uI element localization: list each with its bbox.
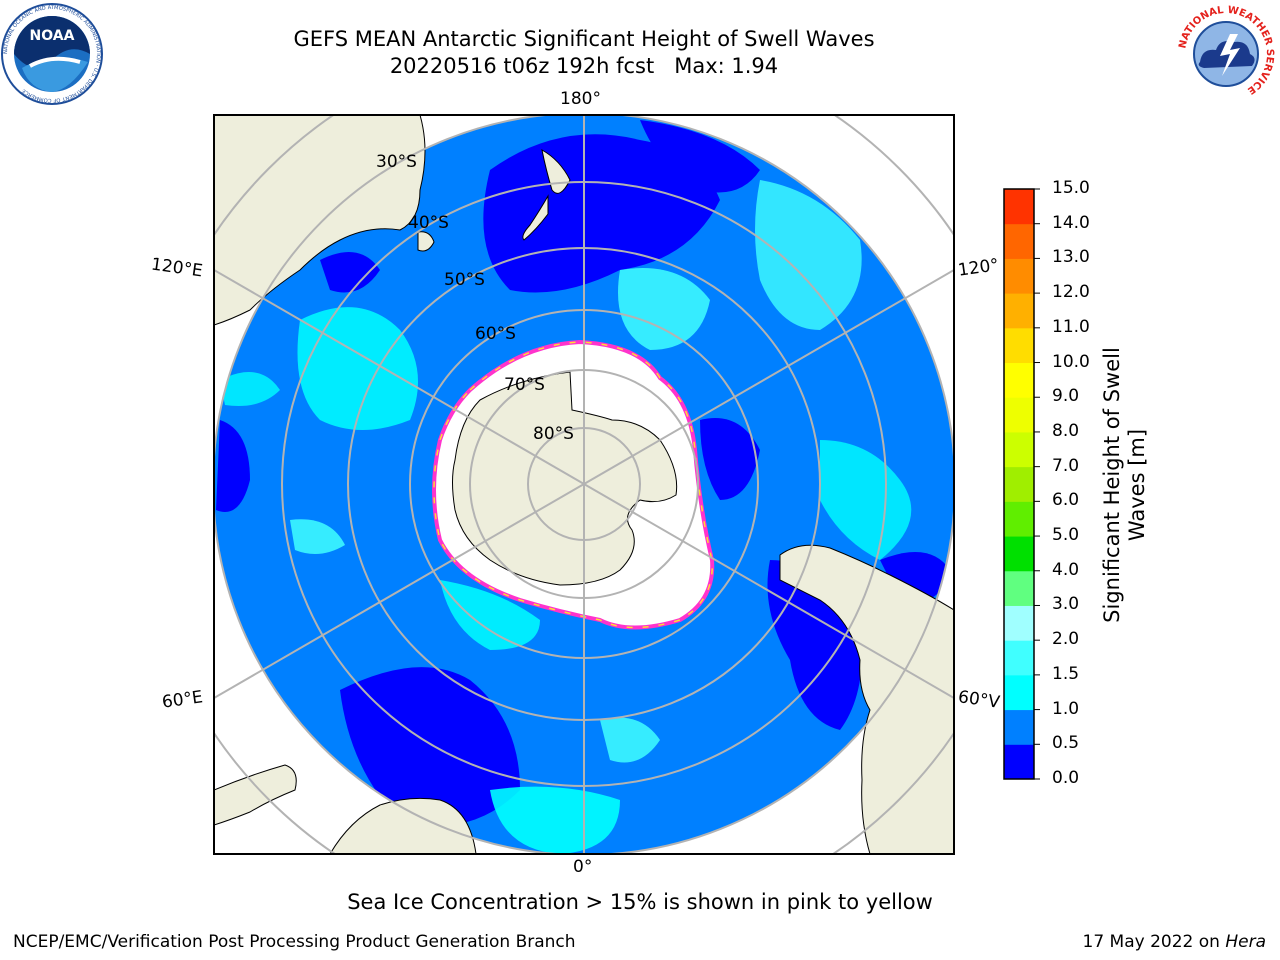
colorbar-tick-label: 14.0 bbox=[1052, 212, 1090, 233]
colorbar-tick-label: 11.0 bbox=[1052, 316, 1090, 337]
page-title: GEFS MEAN Antarctic Significant Height o… bbox=[293, 27, 875, 51]
tasmania-landmass bbox=[417, 231, 435, 252]
lat-label-60s: 60°S bbox=[475, 324, 516, 344]
colorbar-band bbox=[1004, 466, 1034, 502]
colorbar-tick-label: 6.0 bbox=[1052, 490, 1080, 511]
colorbar-tick-label: 0.5 bbox=[1052, 733, 1080, 754]
colorbar-tick-label: 8.0 bbox=[1052, 420, 1080, 441]
footer-machine: Hera bbox=[1225, 932, 1266, 952]
colorbar-band bbox=[1004, 362, 1034, 398]
colorbar-band bbox=[1004, 605, 1034, 641]
lon-label-0: 0° bbox=[573, 857, 593, 877]
colorbar-tick-label: 13.0 bbox=[1052, 247, 1090, 268]
footer-credit: NCEP/EMC/Verification Post Processing Pr… bbox=[13, 932, 576, 952]
colorbar bbox=[1003, 188, 1040, 780]
colorbar-tick-label: 0.0 bbox=[1052, 768, 1080, 788]
lat-label-50s: 50°S bbox=[444, 270, 485, 290]
colorbar-band bbox=[1004, 570, 1034, 606]
colorbar-band bbox=[1004, 397, 1034, 433]
colorbar-tick-label: 7.0 bbox=[1052, 455, 1080, 476]
colorbar-tick-label: 15.0 bbox=[1052, 178, 1090, 198]
footer-date: 17 May 2022 on Hera bbox=[1083, 932, 1267, 952]
lon-label-180: 180° bbox=[560, 89, 601, 109]
new-zealand-landmass bbox=[522, 149, 571, 241]
colorbar-band bbox=[1004, 223, 1034, 259]
colorbar-band bbox=[1004, 709, 1034, 745]
australia-landmass bbox=[214, 115, 426, 326]
colorbar-band bbox=[1004, 258, 1034, 294]
colorbar-tick-label: 9.0 bbox=[1052, 386, 1080, 407]
colorbar-tick-label: 2.0 bbox=[1052, 629, 1080, 650]
nws-logo: NATIONAL WEATHER SERVICE bbox=[1177, 5, 1275, 102]
map-frame bbox=[213, 114, 955, 855]
sea-ice-note: Sea Ice Concentration > 15% is shown in … bbox=[347, 890, 933, 914]
colorbar-tick-label: 1.0 bbox=[1052, 698, 1080, 719]
colorbar-tick-label: 12.0 bbox=[1052, 282, 1090, 303]
colorbar-band bbox=[1004, 327, 1034, 364]
colorbar-tick-label: 4.0 bbox=[1052, 559, 1080, 580]
colorbar-band bbox=[1004, 640, 1034, 676]
lat-label-40s: 40°S bbox=[408, 213, 449, 233]
south-america-landmass bbox=[779, 544, 954, 854]
footer-date-text: 17 May 2022 on bbox=[1082, 932, 1220, 952]
noaa-logo-text: NOAA bbox=[30, 28, 75, 44]
colorbar-band bbox=[1004, 189, 1034, 225]
lat-label-70s: 70°S bbox=[504, 375, 545, 395]
lat-label-30s: 30°S bbox=[376, 152, 417, 172]
madagascar-landmass bbox=[214, 764, 297, 826]
colorbar-band bbox=[1004, 536, 1034, 572]
colorbar-tick-label: 10.0 bbox=[1052, 351, 1090, 372]
colorbar-band bbox=[1004, 744, 1034, 780]
colorbar-tick-label: 5.0 bbox=[1052, 525, 1080, 546]
lat-label-80s: 80°S bbox=[533, 424, 574, 444]
colorbar-tick-label: 1.5 bbox=[1052, 663, 1080, 684]
graticule bbox=[214, 115, 954, 854]
colorbar-band bbox=[1004, 674, 1034, 711]
colorbar-frame bbox=[1003, 188, 1035, 780]
noaa-logo: NOAA NATIONAL OCEANIC AND ATMOSPHERIC AD… bbox=[1, 3, 103, 105]
colorbar-band bbox=[1004, 293, 1034, 329]
page-subtitle: 20220516 t06z 192h fcst Max: 1.94 bbox=[389, 54, 779, 78]
colorbar-label: Significant Height of Swell Waves [m] bbox=[1100, 347, 1149, 623]
colorbar-tick-label: 3.0 bbox=[1052, 594, 1080, 615]
colorbar-band bbox=[1004, 431, 1034, 468]
colorbar-band bbox=[1004, 501, 1034, 537]
africa-landmass bbox=[329, 797, 477, 854]
antarctica-landmass bbox=[452, 371, 678, 586]
